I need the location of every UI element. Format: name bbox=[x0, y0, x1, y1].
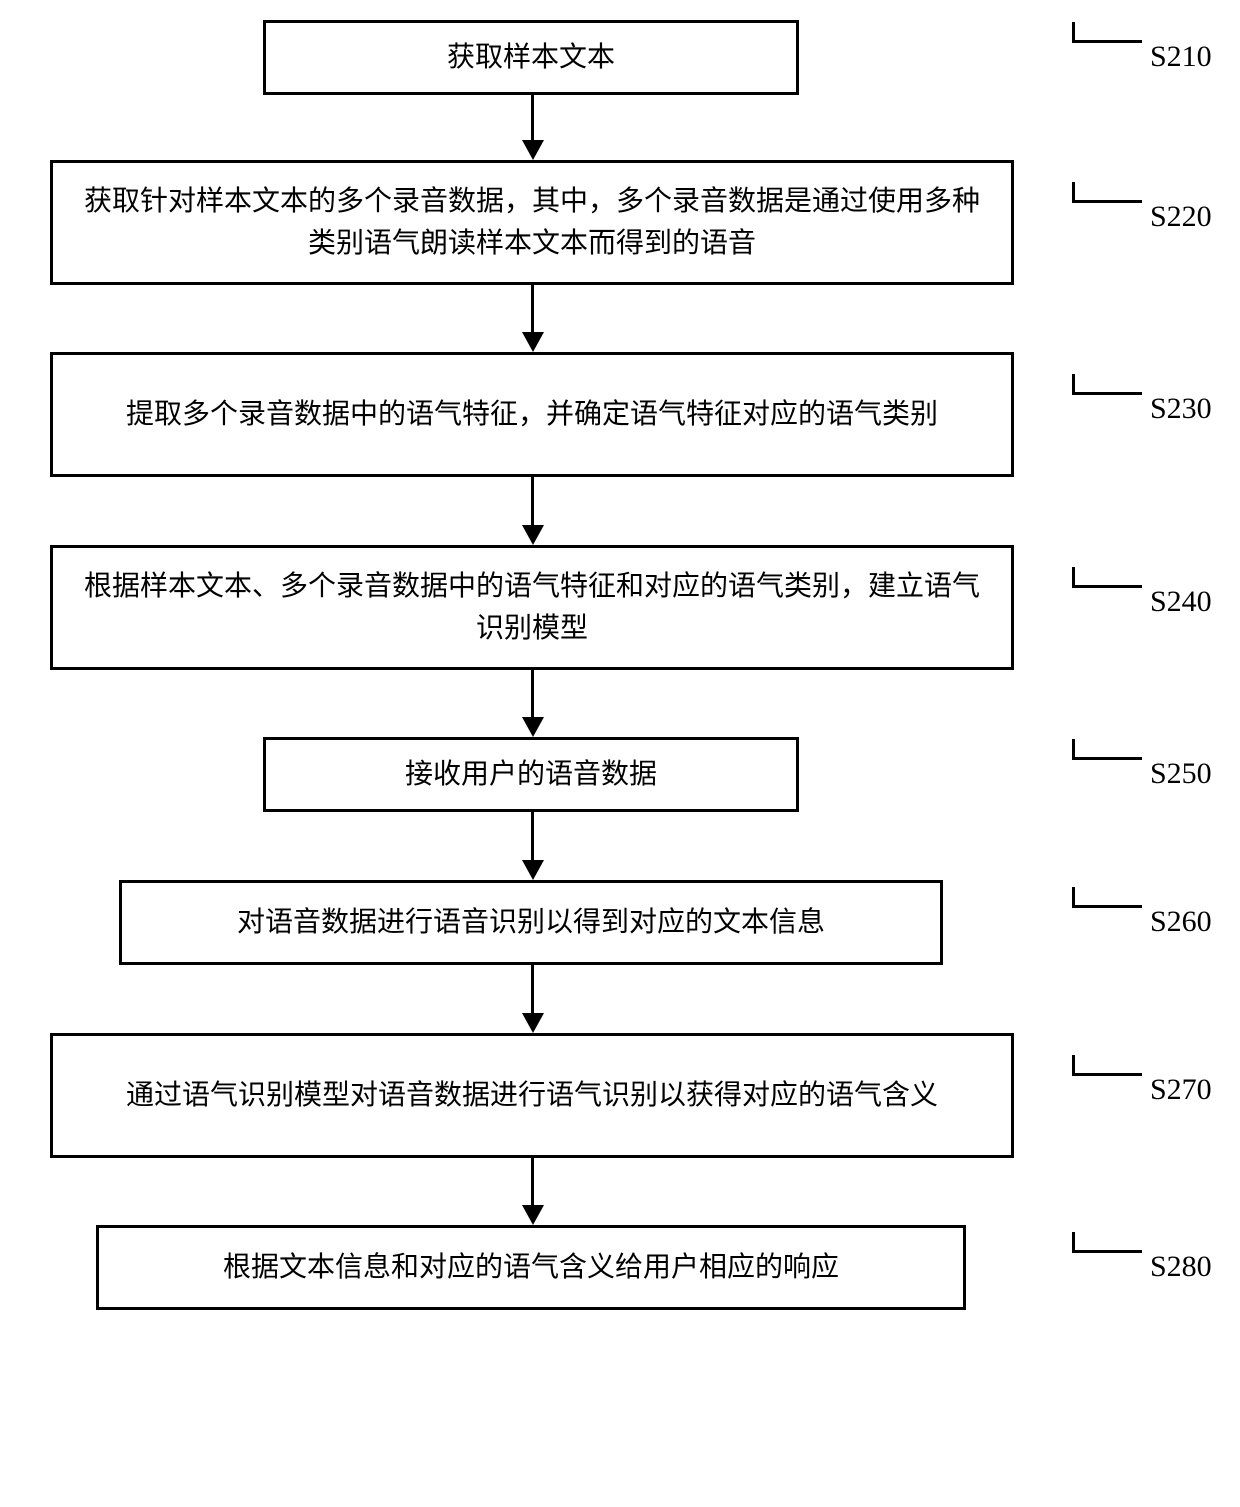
flow-node-text: 对语音数据进行语音识别以得到对应的文本信息 bbox=[237, 902, 825, 944]
lead-line bbox=[1072, 200, 1142, 203]
flow-node-s210: 获取样本文本 bbox=[263, 20, 799, 95]
lead-hook bbox=[1072, 182, 1075, 200]
arrow-line bbox=[531, 477, 534, 525]
step-label-s250: S250 bbox=[1150, 757, 1212, 791]
arrow-line bbox=[531, 670, 534, 717]
lead-hook bbox=[1072, 374, 1075, 392]
step-label-s230: S230 bbox=[1150, 392, 1212, 426]
step-label-s210: S210 bbox=[1150, 40, 1212, 74]
flow-node-s270: 通过语气识别模型对语音数据进行语气识别以获得对应的语气含义 bbox=[50, 1033, 1014, 1158]
step-label-s260: S260 bbox=[1150, 905, 1212, 939]
arrow-head-icon bbox=[522, 525, 544, 545]
arrow-line bbox=[531, 95, 534, 140]
lead-hook bbox=[1072, 1055, 1075, 1073]
lead-hook bbox=[1072, 567, 1075, 585]
lead-hook bbox=[1072, 22, 1075, 40]
lead-hook bbox=[1072, 739, 1075, 757]
flow-node-s240: 根据样本文本、多个录音数据中的语气特征和对应的语气类别，建立语气识别模型 bbox=[50, 545, 1014, 670]
step-label-s240: S240 bbox=[1150, 585, 1212, 619]
flow-node-s260: 对语音数据进行语音识别以得到对应的文本信息 bbox=[119, 880, 943, 965]
flow-node-text: 根据文本信息和对应的语气含义给用户相应的响应 bbox=[223, 1247, 839, 1289]
lead-line bbox=[1072, 392, 1142, 395]
arrow-head-icon bbox=[522, 140, 544, 160]
step-label-s270: S270 bbox=[1150, 1073, 1212, 1107]
flow-node-text: 根据样本文本、多个录音数据中的语气特征和对应的语气类别，建立语气识别模型 bbox=[73, 566, 991, 650]
arrow-head-icon bbox=[522, 332, 544, 352]
flow-node-text: 通过语气识别模型对语音数据进行语气识别以获得对应的语气含义 bbox=[126, 1075, 938, 1117]
lead-line bbox=[1072, 905, 1142, 908]
lead-hook bbox=[1072, 1232, 1075, 1250]
flow-node-s220: 获取针对样本文本的多个录音数据，其中，多个录音数据是通过使用多种类别语气朗读样本… bbox=[50, 160, 1014, 285]
lead-line bbox=[1072, 757, 1142, 760]
step-label-s220: S220 bbox=[1150, 200, 1212, 234]
arrow-line bbox=[531, 965, 534, 1013]
arrow-head-icon bbox=[522, 860, 544, 880]
flow-node-text: 提取多个录音数据中的语气特征，并确定语气特征对应的语气类别 bbox=[126, 394, 938, 436]
arrow-head-icon bbox=[522, 717, 544, 737]
arrow-line bbox=[531, 285, 534, 332]
lead-hook bbox=[1072, 887, 1075, 905]
lead-line bbox=[1072, 1250, 1142, 1253]
lead-line bbox=[1072, 585, 1142, 588]
lead-line bbox=[1072, 1073, 1142, 1076]
arrow-line bbox=[531, 812, 534, 860]
flow-node-s280: 根据文本信息和对应的语气含义给用户相应的响应 bbox=[96, 1225, 966, 1310]
lead-line bbox=[1072, 40, 1142, 43]
arrow-line bbox=[531, 1158, 534, 1205]
arrow-head-icon bbox=[522, 1205, 544, 1225]
flow-node-text: 获取样本文本 bbox=[447, 37, 615, 79]
flow-node-s230: 提取多个录音数据中的语气特征，并确定语气特征对应的语气类别 bbox=[50, 352, 1014, 477]
flow-node-text: 获取针对样本文本的多个录音数据，其中，多个录音数据是通过使用多种类别语气朗读样本… bbox=[73, 181, 991, 265]
arrow-head-icon bbox=[522, 1013, 544, 1033]
flow-node-text: 接收用户的语音数据 bbox=[405, 754, 657, 796]
flow-node-s250: 接收用户的语音数据 bbox=[263, 737, 799, 812]
step-label-s280: S280 bbox=[1150, 1250, 1212, 1284]
flowchart-container: 获取样本文本 S210 获取针对样本文本的多个录音数据，其中，多个录音数据是通过使用… bbox=[0, 0, 1240, 1507]
